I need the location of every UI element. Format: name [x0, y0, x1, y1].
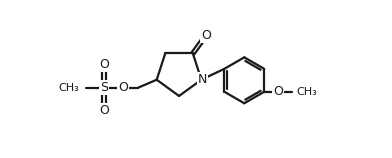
Text: S: S: [100, 81, 108, 94]
Text: N: N: [198, 73, 207, 86]
Text: O: O: [118, 81, 128, 94]
Text: CH₃: CH₃: [58, 83, 79, 93]
Text: O: O: [201, 29, 211, 42]
Text: O: O: [273, 85, 283, 98]
Text: CH₃: CH₃: [297, 87, 318, 97]
Text: O: O: [99, 58, 109, 71]
Text: O: O: [99, 104, 109, 117]
